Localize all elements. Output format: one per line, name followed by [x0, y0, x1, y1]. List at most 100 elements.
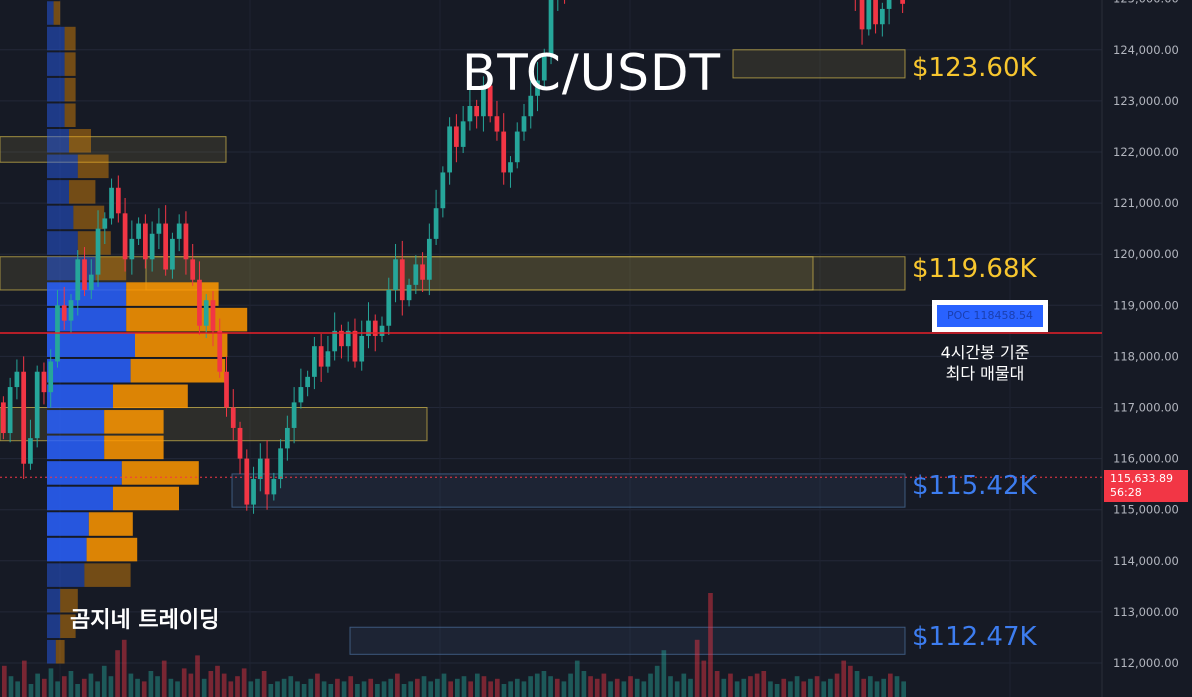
- volume-bar: [854, 671, 860, 697]
- candle-body: [366, 320, 371, 336]
- volume-bar: [395, 673, 400, 697]
- vp-down-bar: [104, 410, 164, 434]
- candle: [115, 175, 121, 223]
- candle: [68, 294, 74, 333]
- price-tick-label: 124,000.00: [1113, 43, 1179, 57]
- candle-body: [399, 259, 405, 301]
- candle: [541, 48, 547, 87]
- zone-119-68k-inner: [145, 256, 814, 291]
- volume-profile: [47, 1, 248, 664]
- volume-bar: [548, 676, 553, 697]
- zone-115-42k: [231, 473, 906, 508]
- vp-down-bar: [77, 154, 109, 179]
- volume-bar: [55, 681, 60, 697]
- volume-bar: [788, 681, 793, 697]
- volume-bar: [348, 676, 354, 697]
- volume-bar: [261, 671, 267, 697]
- vp-up-bar: [47, 282, 127, 306]
- candle: [494, 100, 500, 141]
- volume-bar: [708, 593, 713, 697]
- candlesticks: [1, 0, 905, 514]
- candle-body: [109, 187, 114, 219]
- candle-body: [900, 0, 905, 4]
- volume-bar: [814, 676, 820, 697]
- bar-countdown: 56:28: [1110, 486, 1142, 499]
- candle: [14, 359, 20, 400]
- candle: [399, 240, 405, 316]
- volume-bars: [2, 593, 906, 697]
- volume-bar: [228, 681, 234, 697]
- candle-body: [541, 54, 547, 81]
- vp-down-bar: [69, 129, 91, 153]
- volume-bar: [568, 673, 573, 697]
- candle: [298, 368, 304, 409]
- volume-bar: [474, 673, 480, 697]
- candle-body: [14, 371, 20, 388]
- candle: [142, 214, 148, 269]
- candle-body: [305, 376, 311, 388]
- candle-body: [548, 0, 554, 55]
- volume-bar: [801, 681, 807, 697]
- candle: [271, 472, 277, 501]
- volume-bar: [701, 660, 707, 697]
- volume-bar: [748, 676, 753, 697]
- volume-bar: [61, 676, 67, 697]
- candle-body: [406, 284, 412, 301]
- candle-body: [142, 223, 148, 260]
- candle-body: [474, 106, 480, 117]
- volume-bar: [428, 681, 434, 697]
- candle: [170, 232, 175, 279]
- candle: [291, 387, 297, 444]
- zone-123-6k: [732, 49, 906, 79]
- candle-body: [413, 264, 419, 285]
- candle: [257, 443, 263, 492]
- price-tick-label: 119,000.00: [1113, 298, 1179, 312]
- candle-body: [501, 131, 507, 173]
- candle-body: [251, 479, 256, 505]
- candle: [339, 324, 344, 359]
- candle: [203, 294, 209, 339]
- candle-body: [447, 126, 452, 173]
- volume-bar: [181, 668, 187, 697]
- candle-body: [535, 80, 540, 96]
- candle: [487, 73, 493, 123]
- volume-bar: [388, 678, 394, 697]
- candle: [467, 87, 473, 131]
- vp-up-bar: [47, 52, 65, 76]
- volume-bar: [415, 678, 420, 697]
- volume-bar: [341, 681, 347, 697]
- volume-bar: [901, 681, 906, 697]
- candle: [264, 440, 270, 510]
- volume-bar: [768, 681, 773, 697]
- volume-bar: [121, 639, 127, 697]
- candle-body: [886, 0, 892, 9]
- volume-bar: [894, 676, 900, 697]
- candle-body: [61, 305, 67, 321]
- volume-bar: [48, 668, 54, 697]
- vp-down-bar: [86, 537, 138, 562]
- candle-body: [217, 330, 223, 372]
- candle: [28, 419, 33, 470]
- candle: [48, 349, 54, 408]
- vp-down-bar: [126, 282, 219, 306]
- volume-bar: [255, 678, 260, 697]
- volume-bar: [521, 681, 527, 697]
- candle: [1, 396, 6, 440]
- candle: [433, 189, 439, 246]
- volume-bar: [501, 684, 507, 697]
- vp-up-bar: [47, 205, 74, 230]
- candle-body: [440, 172, 446, 209]
- volume-bar: [421, 676, 427, 697]
- candle-body: [122, 213, 128, 260]
- vp-down-bar: [84, 563, 131, 587]
- volume-bar: [21, 660, 27, 697]
- vp-down-bar: [73, 205, 105, 230]
- volume-bar: [734, 681, 740, 697]
- candle: [521, 103, 527, 141]
- candle-body: [264, 458, 270, 495]
- candle-body: [339, 330, 344, 347]
- vp-up-bar: [47, 26, 65, 51]
- candle-body: [210, 300, 216, 331]
- volume-bar: [235, 676, 240, 697]
